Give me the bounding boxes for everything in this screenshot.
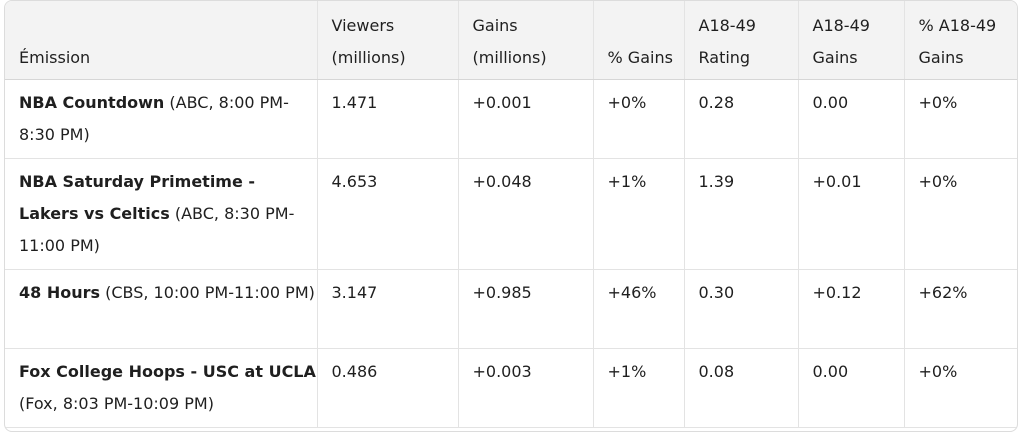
cell-a1849-rating: 0.30 (684, 269, 799, 349)
column-header-gains: Gains (millions) (458, 1, 594, 80)
table-row: NBA Saturday Primetime - Lakers vs Celti… (5, 158, 1017, 270)
cell-gains: +0.003 (458, 348, 594, 428)
show-details: (Fox, 8:03 PM-10:09 PM) (19, 394, 214, 413)
cell-gains: +0.985 (458, 269, 594, 349)
cell-a1849-gains: +0.12 (798, 269, 905, 349)
cell-emission: 48 Hours (CBS, 10:00 PM-11:00 PM) (5, 269, 318, 349)
cell-pct-gains: +1% (593, 348, 685, 428)
cell-pct-a1849-gains: +62% (904, 269, 1017, 349)
column-header-a1849-gains: A18-49 Gains (798, 1, 905, 80)
show-name: NBA Countdown (19, 93, 165, 112)
column-header-a1849-rating: A18-49 Rating (684, 1, 799, 80)
cell-viewers: 1.471 (317, 79, 459, 159)
show-details: (CBS, 10:00 PM-11:00 PM) (100, 283, 315, 302)
cell-a1849-gains: +0.01 (798, 158, 905, 270)
cell-pct-gains: +0% (593, 79, 685, 159)
ratings-table-container: Émission Viewers (millions) Gains (milli… (4, 0, 1018, 432)
cell-viewers: 4.653 (317, 158, 459, 270)
table-row: NBA Countdown (ABC, 8:00 PM-8:30 PM) 1.4… (5, 79, 1017, 159)
cell-viewers: 3.147 (317, 269, 459, 349)
column-header-viewers: Viewers (millions) (317, 1, 459, 80)
cell-pct-a1849-gains: +0% (904, 158, 1017, 270)
cell-a1849-gains: 0.00 (798, 79, 905, 159)
column-header-pct-a1849-gains: % A18-49 Gains (904, 1, 1017, 80)
table-header: Émission Viewers (millions) Gains (milli… (5, 1, 1017, 80)
cell-pct-a1849-gains: +0% (904, 348, 1017, 428)
column-header-emission: Émission (5, 1, 318, 80)
cell-a1849-rating: 1.39 (684, 158, 799, 270)
cell-a1849-rating: 0.08 (684, 348, 799, 428)
header-row: Émission Viewers (millions) Gains (milli… (5, 1, 1017, 80)
table-row: 48 Hours (CBS, 10:00 PM-11:00 PM) 3.147 … (5, 269, 1017, 349)
cell-gains: +0.048 (458, 158, 594, 270)
cell-a1849-rating: 0.28 (684, 79, 799, 159)
show-details: (ABC, 8:00 PM-8:30 PM) (19, 93, 289, 144)
cell-a1849-gains: 0.00 (798, 348, 905, 428)
show-details: (ABC, 8:30 PM-11:00 PM) (19, 204, 295, 255)
cell-pct-a1849-gains: +0% (904, 79, 1017, 159)
cell-pct-gains: +46% (593, 269, 685, 349)
cell-gains: +0.001 (458, 79, 594, 159)
cell-pct-gains: +1% (593, 158, 685, 270)
show-name: NBA Saturday Primetime - Lakers vs Celti… (19, 172, 256, 223)
cell-emission: Fox College Hoops - USC at UCLA (Fox, 8:… (5, 348, 318, 428)
cell-emission: NBA Saturday Primetime - Lakers vs Celti… (5, 158, 318, 270)
ratings-table: Émission Viewers (millions) Gains (milli… (5, 1, 1017, 428)
table-body: NBA Countdown (ABC, 8:00 PM-8:30 PM) 1.4… (5, 79, 1017, 428)
table-row: Fox College Hoops - USC at UCLA (Fox, 8:… (5, 348, 1017, 428)
show-name: Fox College Hoops - USC at UCLA (19, 362, 316, 381)
cell-viewers: 0.486 (317, 348, 459, 428)
column-header-pct-gains: % Gains (593, 1, 685, 80)
cell-emission: NBA Countdown (ABC, 8:00 PM-8:30 PM) (5, 79, 318, 159)
show-name: 48 Hours (19, 283, 101, 302)
